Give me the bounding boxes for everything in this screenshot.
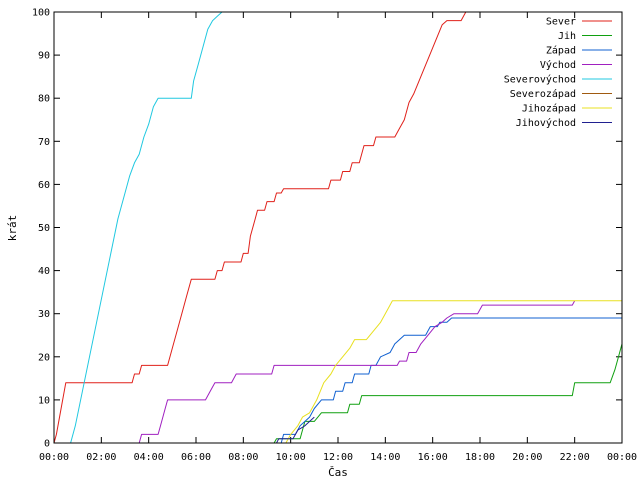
- x-tick-label: 22:00: [560, 452, 590, 463]
- series-line-jihozápad: [285, 300, 622, 443]
- x-tick-label: 14:00: [370, 452, 400, 463]
- series-line-jih: [273, 343, 622, 443]
- x-tick-label: 06:00: [181, 452, 211, 463]
- x-tick-label: 00:00: [607, 452, 637, 463]
- y-tick-label: 70: [38, 137, 50, 148]
- x-tick-label: 04:00: [134, 452, 164, 463]
- x-tick-label: 10:00: [276, 452, 306, 463]
- legend-label: Sever: [546, 17, 576, 28]
- legend-label: Severovýchod: [504, 74, 576, 86]
- x-tick-label: 08:00: [228, 452, 258, 463]
- tick-labels-layer: 0 10 20 30 40 50 60 70 80 90 100 00:00 02:00 04:00 06:…: [32, 8, 637, 464]
- x-axis-label: Čas: [328, 466, 348, 479]
- series-line-jihovýchod: [276, 416, 315, 443]
- y-tick-label: 30: [38, 309, 50, 320]
- y-tick-label: 90: [38, 51, 50, 62]
- series-layer: [54, 12, 622, 443]
- y-tick-label: 50: [38, 223, 50, 234]
- y-tick-label: 60: [38, 180, 50, 191]
- y-tick-label: 0: [44, 439, 50, 450]
- legend-label: Východ: [540, 59, 576, 71]
- y-tick-label: 40: [38, 266, 50, 277]
- y-axis-label: krát: [6, 215, 19, 242]
- series-line-severovýchod: [70, 12, 223, 443]
- series-line-východ: [138, 300, 576, 443]
- legend: Sever Jih Západ Východ Severovýchod Severozáp…: [504, 17, 612, 129]
- x-tick-label: 12:00: [323, 452, 353, 463]
- x-tick-label: 00:00: [39, 452, 69, 463]
- y-tick-label: 80: [38, 94, 50, 105]
- y-tick-label: 100: [32, 8, 50, 19]
- legend-label: Severozápad: [510, 88, 576, 100]
- plot-frame: [53, 11, 623, 444]
- series-line-sever: [54, 12, 467, 443]
- x-tick-label: 18:00: [465, 452, 495, 463]
- x-tick-label: 20:00: [512, 452, 542, 463]
- legend-label: Jih: [558, 31, 576, 42]
- y-tick-label: 10: [38, 395, 50, 406]
- series-line-západ: [280, 317, 622, 443]
- legend-label: Jihovýchod: [516, 117, 576, 129]
- legend-label: Západ: [546, 45, 576, 57]
- x-tick-label: 16:00: [418, 452, 448, 463]
- y-tick-label: 20: [38, 352, 50, 363]
- legend-label: Jihozápad: [522, 103, 576, 115]
- x-tick-label: 02:00: [86, 452, 116, 463]
